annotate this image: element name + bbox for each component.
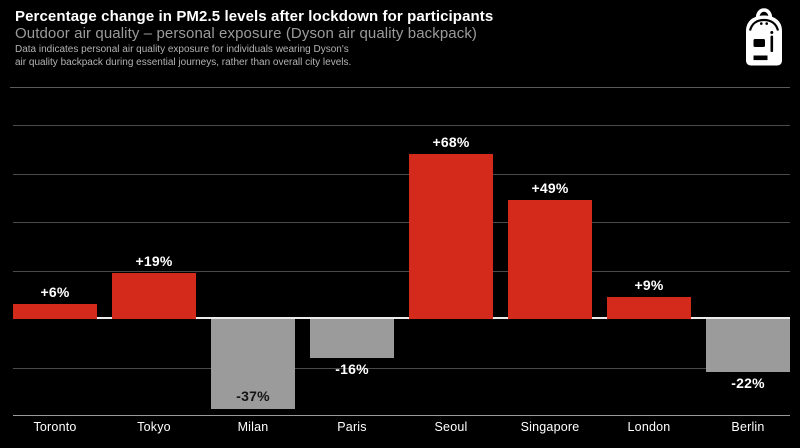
footnote-line-2: air quality backpack during essential jo… [15, 57, 352, 68]
bar-chart-plot-area: +6% +19% -37% -16% +68% +49% +9% -22% [13, 96, 790, 416]
x-axis-label-singapore: Singapore [520, 420, 580, 434]
bar-value-label: +49% [531, 180, 569, 197]
gridline [13, 270, 790, 272]
chart-subtitle: Outdoor air quality – personal exposure … [15, 25, 478, 42]
bar-value-label: +9% [634, 277, 664, 294]
bar-tokyo [112, 272, 196, 320]
bar-value-label: +6% [40, 284, 70, 301]
bar-milan [211, 319, 295, 409]
gridline [13, 173, 790, 175]
gridline [13, 367, 790, 369]
x-axis-label-seoul: Seoul [434, 420, 468, 434]
x-axis-label-berlin: Berlin [731, 420, 765, 434]
bar-value-label: +19% [135, 252, 173, 269]
bar-value-label: -37% [236, 387, 270, 404]
bar-paris [310, 319, 394, 358]
bar-singapore [508, 200, 592, 320]
bar-seoul [409, 154, 493, 320]
x-axis-label-tokyo: Tokyo [137, 420, 171, 434]
bar-london [607, 297, 691, 320]
x-axis-label-london: London [627, 420, 671, 434]
x-axis-label-paris: Paris [337, 420, 367, 434]
backpack-icon [740, 8, 788, 68]
bar-value-label: -16% [335, 360, 369, 377]
gridline [13, 222, 790, 224]
bar-value-label: -22% [731, 375, 765, 392]
gridline [13, 125, 790, 127]
x-axis-label-toronto: Toronto [33, 420, 77, 434]
bar-berlin [706, 319, 790, 373]
x-axis-labels: Toronto Tokyo Milan Paris Seoul Singapore Lond… [13, 420, 790, 438]
bar-value-label: +68% [432, 134, 470, 151]
x-axis-label-milan: Milan [237, 420, 269, 434]
chart-footnote: Data indicates personal air quality expo… [15, 43, 351, 69]
page-title: Percentage change in PM2.5 levels after … [15, 8, 494, 25]
footnote-line-1: Data indicates personal air quality expo… [15, 44, 349, 55]
x-axis-line [13, 415, 790, 416]
zero-baseline [13, 317, 790, 320]
bar-toronto [13, 304, 97, 320]
header-divider [10, 87, 790, 88]
